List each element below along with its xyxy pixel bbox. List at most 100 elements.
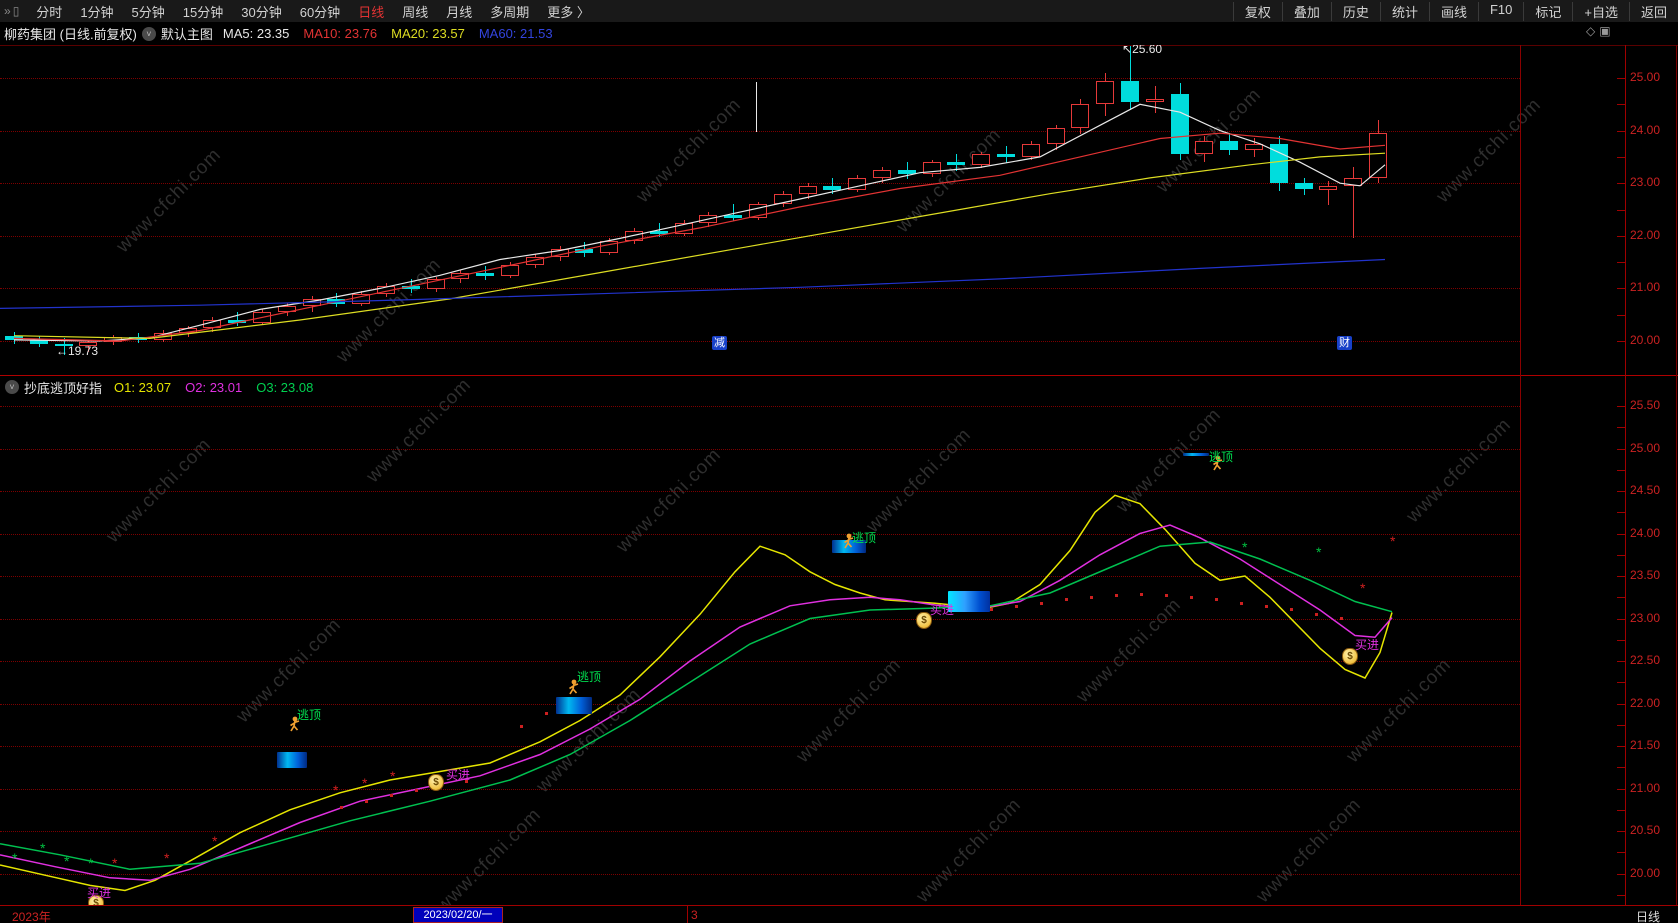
tool-item[interactable]: 标记 bbox=[1523, 1, 1572, 21]
candle[interactable] bbox=[1096, 81, 1115, 105]
candle[interactable] bbox=[352, 293, 371, 304]
period-item[interactable]: 周线 bbox=[402, 4, 429, 20]
indicator-value: O3: 23.08 bbox=[256, 379, 314, 395]
asterisk-mark: * bbox=[88, 854, 94, 871]
candle[interactable] bbox=[178, 328, 197, 334]
axis-price-label: 24.50 bbox=[1630, 483, 1661, 497]
period-item[interactable]: 日线 bbox=[358, 4, 385, 20]
candle[interactable] bbox=[773, 193, 792, 205]
period-item[interactable]: 月线 bbox=[446, 4, 473, 20]
candle[interactable] bbox=[947, 162, 966, 166]
signal-dot bbox=[1015, 604, 1018, 608]
tool-item[interactable]: 返回 bbox=[1628, 1, 1678, 21]
candle[interactable] bbox=[997, 154, 1015, 158]
tool-item[interactable]: 叠加 bbox=[1281, 1, 1331, 21]
candle[interactable] bbox=[848, 177, 867, 191]
candle[interactable] bbox=[724, 214, 743, 218]
candle[interactable] bbox=[253, 312, 271, 324]
candle[interactable] bbox=[972, 154, 991, 166]
gridline bbox=[0, 661, 1520, 662]
candle[interactable] bbox=[79, 342, 98, 347]
candle[interactable] bbox=[699, 214, 718, 223]
candle[interactable] bbox=[153, 333, 172, 340]
candle[interactable] bbox=[649, 230, 668, 234]
candle[interactable] bbox=[1195, 141, 1214, 155]
candle[interactable] bbox=[550, 248, 569, 257]
candle[interactable] bbox=[1170, 93, 1189, 155]
candle[interactable] bbox=[823, 185, 842, 191]
period-item[interactable]: 15分钟 bbox=[182, 4, 224, 20]
tool-item[interactable]: 历史 bbox=[1330, 1, 1380, 21]
candle[interactable] bbox=[1294, 183, 1313, 190]
watermark: www.cfchi.com bbox=[1252, 794, 1366, 908]
period-item[interactable]: 1分钟 bbox=[80, 4, 114, 20]
candle[interactable] bbox=[327, 298, 346, 304]
tool-item[interactable]: +自选 bbox=[1572, 1, 1629, 21]
candle[interactable] bbox=[29, 339, 48, 344]
frame-line bbox=[0, 45, 1678, 46]
candle[interactable] bbox=[600, 241, 619, 253]
low-price-annotation: ←19.73 bbox=[56, 344, 99, 358]
candle[interactable] bbox=[897, 170, 916, 175]
axis-tick bbox=[1617, 288, 1626, 290]
period-item[interactable]: 多周期 bbox=[490, 4, 530, 20]
tool-item[interactable]: F10 bbox=[1477, 1, 1523, 21]
candle[interactable] bbox=[1344, 177, 1363, 186]
candle[interactable] bbox=[1220, 141, 1239, 150]
candle[interactable] bbox=[525, 256, 544, 265]
candle[interactable] bbox=[674, 222, 693, 234]
candle[interactable] bbox=[401, 285, 420, 289]
candle[interactable] bbox=[377, 285, 395, 294]
diamond-icon[interactable]: ◇ bbox=[1586, 24, 1600, 38]
candle[interactable] bbox=[476, 272, 495, 276]
window-icons[interactable]: »▯ bbox=[4, 4, 21, 18]
candle[interactable] bbox=[426, 278, 445, 289]
candle[interactable] bbox=[104, 336, 123, 343]
candle[interactable] bbox=[1121, 81, 1139, 102]
candle[interactable] bbox=[203, 319, 222, 329]
candle[interactable] bbox=[1145, 99, 1164, 102]
candle[interactable] bbox=[1269, 143, 1288, 184]
period-item[interactable]: 60分钟 bbox=[299, 4, 341, 20]
candle[interactable] bbox=[1046, 128, 1065, 145]
sell-signal-label: 逃顶 bbox=[852, 531, 877, 545]
candle[interactable] bbox=[1245, 143, 1263, 150]
tool-item[interactable]: 画线 bbox=[1428, 1, 1478, 21]
layout-name[interactable]: 默认主图 bbox=[160, 27, 213, 42]
tool-item[interactable]: 复权 bbox=[1232, 1, 1282, 21]
period-item[interactable]: 30分钟 bbox=[241, 4, 282, 20]
signal-dot bbox=[1040, 601, 1043, 605]
candle[interactable] bbox=[625, 230, 643, 242]
tool-item[interactable]: 统计 bbox=[1379, 1, 1429, 21]
candle[interactable] bbox=[1071, 104, 1090, 129]
period-item[interactable]: 5分钟 bbox=[131, 4, 165, 20]
chevrons-icon[interactable]: » bbox=[4, 4, 13, 18]
candle[interactable] bbox=[922, 162, 941, 175]
period-item[interactable]: 更多 〉 bbox=[547, 4, 590, 20]
candle[interactable] bbox=[1319, 185, 1338, 190]
watermark: www.cfchi.com bbox=[1342, 654, 1456, 768]
candle[interactable] bbox=[873, 170, 891, 178]
candle[interactable] bbox=[1021, 144, 1040, 158]
candle[interactable] bbox=[5, 335, 23, 340]
axis-price-label: 22.00 bbox=[1630, 695, 1661, 710]
candle[interactable] bbox=[749, 204, 767, 218]
candle[interactable] bbox=[798, 185, 817, 194]
candle[interactable] bbox=[451, 272, 470, 279]
candle[interactable] bbox=[575, 248, 594, 253]
panes-icon[interactable]: ▣ bbox=[1599, 24, 1615, 38]
chevron-down-icon[interactable]: ˅ bbox=[5, 380, 19, 394]
candle[interactable] bbox=[302, 298, 321, 307]
candle[interactable] bbox=[1369, 133, 1387, 178]
indicator-name[interactable]: 抄底逃顶好指 bbox=[24, 380, 103, 396]
candle[interactable] bbox=[277, 306, 296, 313]
page-icon[interactable]: ▯ bbox=[12, 4, 22, 18]
axis-price-label: 20.00 bbox=[1630, 865, 1661, 880]
chevron-down-icon[interactable]: ˅ bbox=[141, 26, 156, 41]
candle[interactable] bbox=[501, 264, 519, 276]
axis-tick bbox=[1617, 341, 1626, 342]
candle[interactable] bbox=[228, 319, 247, 324]
candle[interactable] bbox=[129, 336, 147, 340]
period-item[interactable]: 分时 bbox=[36, 4, 63, 20]
candle[interactable] bbox=[54, 343, 73, 347]
